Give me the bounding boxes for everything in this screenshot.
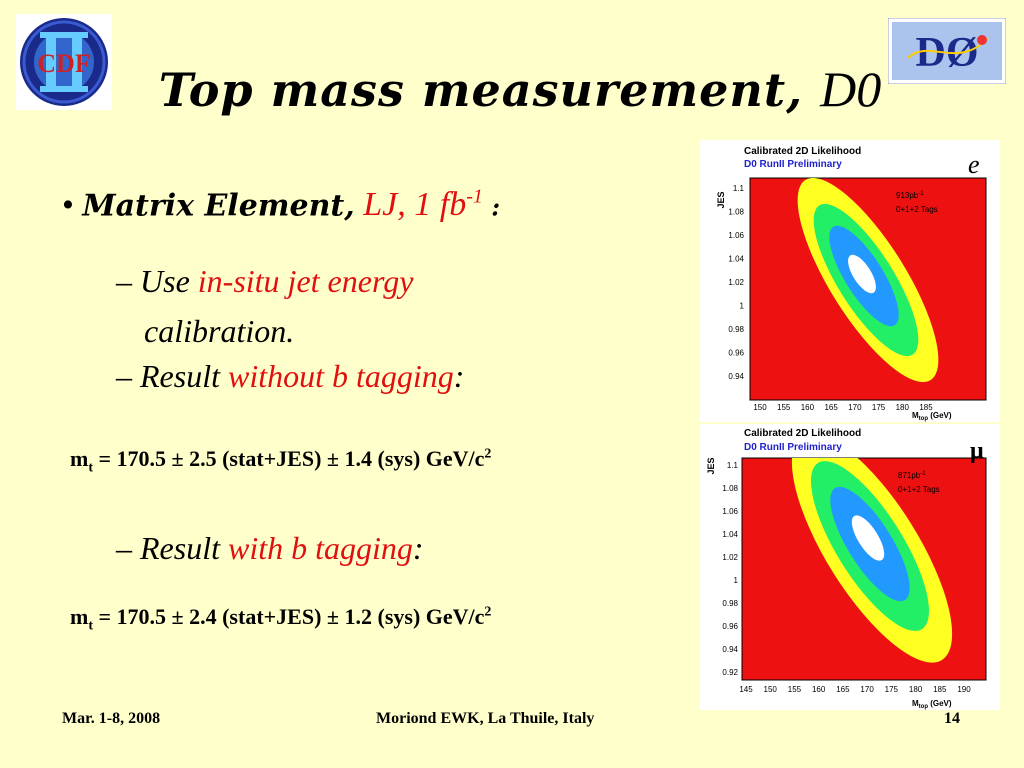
plot-mu-contour-white: [851, 515, 885, 561]
res2-m: m: [70, 604, 89, 629]
plot-mu-y-tick-label: 1.02: [722, 553, 738, 562]
plot-e-x-tick-label: 185: [919, 403, 933, 412]
sub1-suffix: calibration.: [144, 313, 295, 349]
plot-mu-y-tick-label: 1.04: [722, 530, 738, 539]
plot-e-ylabel: JES: [716, 191, 726, 208]
plot-mu-y-tick-label: 0.92: [722, 668, 738, 677]
likelihood-plot-electron: Calibrated 2D Likelihood D0 RunII Prelim…: [700, 140, 1000, 422]
plot-mu-y-tick-label: 1.06: [722, 507, 738, 516]
plot-mu-x-tick-label: 150: [764, 685, 778, 694]
res2-text: = 170.5 ± 2.4 (stat+JES) ± 1.2 (sys) GeV…: [93, 604, 485, 629]
plot-e-lumi: 913pb-1: [896, 191, 924, 200]
plot-mu-y-tick-label: 0.98: [722, 599, 738, 608]
plot-e-x-tick-label: 165: [824, 403, 838, 412]
result-without-btag: mt = 170.5 ± 2.5 (stat+JES) ± 1.4 (sys) …: [70, 446, 491, 476]
plot-mu-x-tick-label: 190: [957, 685, 971, 694]
sub2-prefix: Result: [140, 358, 228, 394]
footer-event: Moriond EWK, La Thuile, Italy: [376, 710, 595, 727]
plot-mu-ylabel: JES: [706, 457, 716, 474]
plot-e-x-tick-label: 180: [896, 403, 910, 412]
plot-mu-y-tick-label: 0.94: [722, 645, 738, 654]
plot-e-y-tick-label: 1.1: [733, 184, 745, 193]
plot-mu-tags: 0+1+2 Tags: [898, 485, 940, 494]
title-main: Top mass measurement,: [158, 63, 821, 117]
plot-mu-x-tick-label: 185: [933, 685, 947, 694]
sub1-prefix: Use: [140, 263, 198, 299]
plot-e-y-tick-label: 1: [740, 302, 745, 311]
plot-mu-y-tick-label: 1.08: [722, 484, 738, 493]
plot-mu-x-tick-label: 175: [885, 685, 899, 694]
sub3-suffix: :: [412, 530, 424, 566]
plot-mu-x-tick-label: 145: [739, 685, 753, 694]
plot-e-tags: 0+1+2 Tags: [896, 205, 938, 214]
res1-sup: 2: [484, 446, 492, 462]
bullet-matrix-element: • Matrix Element, LJ, 1 fb-1 :: [62, 186, 500, 224]
sub-bullet-without-btag: – Result without b tagging:: [116, 358, 464, 395]
channel-label-electron: e: [968, 150, 980, 179]
plot-mu-subtitle: D0 RunII Preliminary: [744, 442, 842, 453]
likelihood-plot-mu-svg: Calibrated 2D Likelihood D0 RunII Prelim…: [700, 424, 1000, 710]
plot-mu-x-tick-label: 165: [836, 685, 850, 694]
plot-e-x-tick-label: 175: [872, 403, 886, 412]
plot-e-x-tick-label: 160: [801, 403, 815, 412]
channel-sup: -1: [466, 186, 483, 208]
plot-e-x-tick-label: 170: [848, 403, 862, 412]
plot-e-contour-white: [848, 254, 876, 294]
title-experiment: D0: [820, 61, 882, 117]
footer-date: Mar. 1-8, 2008: [62, 710, 161, 727]
sub2-dash: –: [116, 358, 140, 394]
sub3-highlight: with b tagging: [227, 530, 413, 566]
cdf-logo-text: CDF: [37, 49, 90, 78]
channel-lumi: LJ, 1 fb-1: [363, 186, 483, 223]
plot-mu-y-tick-label: 1: [734, 576, 739, 585]
plot-mu-x-tick-label: 170: [860, 685, 874, 694]
plot-e-y-tick-label: 1.04: [728, 255, 744, 264]
method-name: Matrix Element,: [82, 188, 355, 224]
bullet-colon: :: [482, 192, 501, 222]
plot-mu-xlabel: Mtop (GeV): [912, 699, 952, 710]
plot-mu-title: Calibrated 2D Likelihood: [744, 428, 861, 439]
sub3-prefix: Result: [140, 530, 228, 566]
sub2-suffix: :: [453, 358, 465, 394]
likelihood-plot-e-svg: Calibrated 2D Likelihood D0 RunII Prelim…: [700, 140, 1000, 422]
res1-m: m: [70, 446, 89, 471]
plot-mu-x-tick-label: 155: [788, 685, 802, 694]
plot-mu-x-tick-label: 160: [812, 685, 826, 694]
sub-bullet-with-btag: – Result with b tagging:: [116, 530, 424, 567]
sub-bullet-insitu: – Use in-situ jet energy calibration.: [116, 256, 546, 356]
channel-label-muon: μ: [970, 438, 984, 464]
plot-mu-x-tick-label: 180: [909, 685, 923, 694]
result-with-btag: mt = 170.5 ± 2.4 (stat+JES) ± 1.2 (sys) …: [70, 604, 491, 634]
likelihood-plot-muon: Calibrated 2D Likelihood D0 RunII Prelim…: [700, 424, 1000, 710]
plot-e-y-tick-label: 1.08: [728, 208, 744, 217]
plot-mu-y-tick-label: 1.1: [727, 461, 739, 470]
plot-e-y-tick-label: 1.06: [728, 231, 744, 240]
res2-sub: t: [88, 618, 93, 634]
cdf-logo: CDF: [16, 14, 112, 110]
plot-e-y-tick-label: 0.98: [728, 325, 744, 334]
plot-e-xlabel: Mtop (GeV): [912, 411, 952, 422]
res1-sub: t: [88, 460, 93, 476]
plot-e-y-tick-label: 0.96: [728, 349, 744, 358]
plot-e-y-tick-label: 0.94: [728, 372, 744, 381]
sub3-dash: –: [116, 530, 140, 566]
plot-e-title: Calibrated 2D Likelihood: [744, 146, 861, 157]
bullet-marker: •: [62, 186, 74, 224]
sub1-dash: –: [116, 263, 140, 299]
plot-mu-lumi: 871pb-1: [898, 471, 926, 480]
plot-e-y-tick-label: 1.02: [728, 278, 744, 287]
page-number: 14: [944, 710, 960, 727]
d0-logo: DØ: [887, 17, 1007, 85]
channel-text: LJ, 1 fb: [363, 186, 467, 224]
plot-e-x-tick-label: 150: [753, 403, 767, 412]
plot-e-x-tick-label: 155: [777, 403, 791, 412]
plot-e-subtitle: D0 RunII Preliminary: [744, 159, 842, 170]
res1-text: = 170.5 ± 2.5 (stat+JES) ± 1.4 (sys) GeV…: [93, 446, 485, 471]
sub2-highlight: without b tagging: [227, 358, 454, 394]
sub1-highlight: in-situ jet energy: [197, 263, 414, 299]
plot-mu-y-tick-label: 0.96: [722, 622, 738, 631]
slide-title: Top mass measurement, D0: [120, 60, 920, 118]
res2-sup: 2: [484, 604, 492, 620]
